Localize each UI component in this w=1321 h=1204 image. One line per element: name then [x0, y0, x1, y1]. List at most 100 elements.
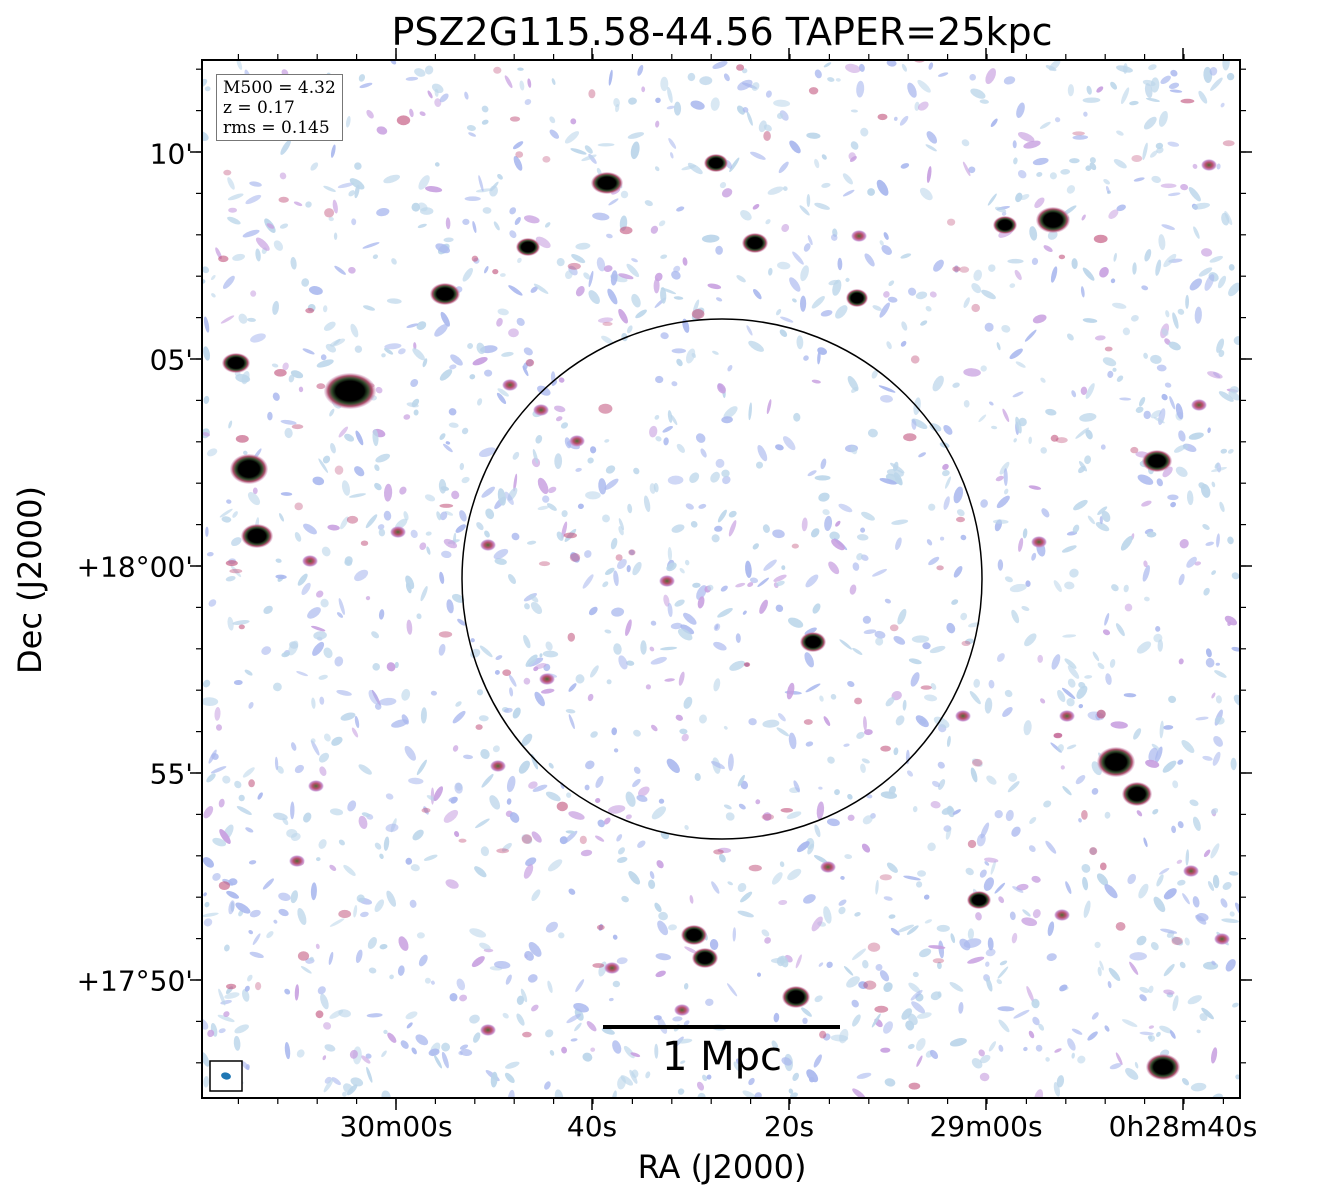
noise-blob [512, 707, 521, 719]
noise-blob [1229, 386, 1239, 394]
noise-blob [1155, 626, 1161, 632]
noise-blob [363, 305, 375, 311]
noise-blob [969, 690, 981, 705]
plot-frame [201, 59, 1241, 1099]
noise-blob [890, 927, 900, 936]
noise-blob [680, 1060, 686, 1064]
noise-blob [963, 368, 981, 377]
noise-blob [337, 182, 355, 189]
noise-peak [556, 801, 568, 812]
noise-peak [1171, 936, 1183, 946]
noise-blob [318, 674, 328, 680]
noise-blob [713, 678, 721, 692]
noise-blob [1182, 893, 1190, 905]
noise-blob [884, 1078, 896, 1087]
noise-blob [908, 982, 921, 994]
noise-blob [1045, 408, 1057, 416]
noise-blob [484, 530, 490, 538]
noise-blob [1115, 1052, 1123, 1066]
weak-source [308, 780, 324, 792]
noise-peak [496, 848, 510, 854]
noise-blob [1214, 716, 1225, 725]
noise-blob [740, 891, 753, 903]
noise-blob [561, 1046, 568, 1054]
noise-peak [867, 942, 881, 952]
noise-blob [294, 764, 304, 774]
noise-peak [889, 624, 899, 632]
noise-blob [415, 1034, 429, 1046]
weak-source [302, 555, 318, 567]
noise-blob [631, 258, 638, 263]
noise-blob [501, 842, 512, 852]
noise-blob [1071, 1052, 1075, 1059]
noise-blob [439, 369, 453, 381]
noise-blob [970, 88, 986, 99]
noise-blob [847, 375, 859, 392]
noise-blob [1002, 706, 1013, 718]
noise-blob [817, 347, 828, 355]
noise-blob [919, 948, 932, 958]
noise-blob [641, 86, 646, 93]
noise-peak [297, 951, 310, 961]
noise-blob [1013, 157, 1018, 165]
noise-blob [202, 697, 219, 707]
noise-blob [1214, 670, 1227, 678]
noise-blob [409, 108, 414, 118]
noise-blob [1009, 911, 1016, 921]
noise-blob [249, 181, 262, 187]
noise-blob [235, 902, 251, 914]
noise-blob [821, 182, 831, 188]
noise-blob [234, 780, 242, 789]
noise-blob [1177, 308, 1185, 315]
noise-blob [626, 263, 640, 278]
noise-blob [1159, 720, 1164, 739]
noise-blob [438, 643, 446, 656]
noise-blob [361, 1055, 371, 1064]
noise-blob [633, 729, 641, 737]
noise-blob [1105, 673, 1112, 685]
noise-blob [717, 607, 733, 618]
noise-peak [229, 568, 243, 574]
noise-blob [714, 525, 723, 532]
noise-blob [477, 398, 483, 406]
noise-blob [323, 1022, 332, 1030]
noise-blob [518, 760, 530, 774]
noise-blob [524, 950, 534, 961]
y-tick-label: 10' [149, 137, 193, 171]
noise-peak [628, 549, 636, 556]
noise-blob [384, 348, 394, 355]
noise-blob [660, 287, 677, 295]
noise-blob [843, 743, 850, 747]
noise-blob [431, 83, 444, 94]
noise-blob [928, 62, 934, 70]
noise-blob [748, 402, 752, 421]
noise-blob [273, 682, 282, 692]
noise-blob [248, 930, 254, 935]
noise-blob [915, 291, 928, 300]
noise-blob [586, 1021, 597, 1032]
noise-blob [502, 1012, 509, 1019]
noise-blob [888, 785, 896, 795]
noise-blob [250, 290, 257, 297]
noise-blob [756, 972, 762, 977]
noise-blob [533, 283, 549, 294]
noise-blob [288, 374, 295, 383]
noise-blob [202, 679, 211, 688]
noise-blob [820, 458, 827, 470]
noise-blob [439, 571, 445, 585]
noise-blob [489, 185, 498, 197]
noise-blob [1085, 383, 1095, 399]
noise-blob [1099, 516, 1103, 525]
noise-peak [492, 269, 499, 275]
noise-blob [349, 178, 365, 190]
noise-blob [449, 364, 457, 370]
noise-blob [932, 780, 940, 788]
noise-blob [290, 742, 297, 751]
noise-blob [649, 425, 658, 438]
noise-blob [374, 703, 382, 710]
noise-blob [1158, 234, 1166, 251]
noise-peak [218, 255, 229, 263]
noise-blob [893, 747, 899, 756]
noise-blob [933, 716, 950, 728]
noise-blob [1185, 294, 1190, 309]
